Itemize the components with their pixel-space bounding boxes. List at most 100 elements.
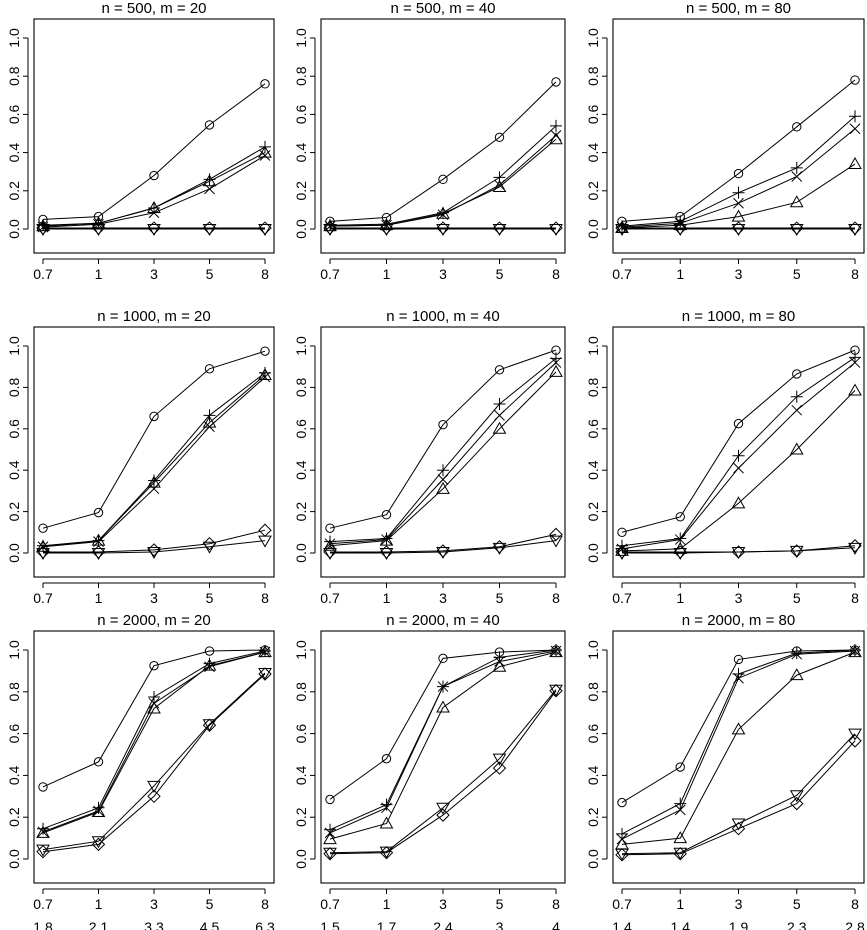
point-plus-5 bbox=[849, 110, 861, 123]
y-tick-label: 0.4 bbox=[585, 460, 601, 480]
point-diamond-5 bbox=[549, 527, 563, 542]
point-triangle-2 bbox=[673, 831, 688, 844]
point-circle-1 bbox=[325, 523, 335, 533]
series-triangle-down bbox=[615, 542, 862, 561]
x-tick-label: 8 bbox=[552, 590, 560, 606]
point-circle-4 bbox=[204, 646, 215, 656]
plot-frame bbox=[612, 18, 865, 254]
y-tick-label: 0.0 bbox=[585, 849, 601, 869]
x-tick-label: 0.7 bbox=[612, 896, 632, 912]
series-line-circle bbox=[42, 649, 266, 788]
series-diamond bbox=[323, 527, 563, 559]
y-tick-label: 0.0 bbox=[585, 219, 601, 239]
point-plus-2 bbox=[380, 798, 393, 811]
point-circle-1 bbox=[38, 523, 48, 533]
x-tick-label: 1 bbox=[383, 896, 391, 912]
point-diamond-2 bbox=[379, 545, 394, 559]
series-line-diamond bbox=[621, 740, 856, 856]
point-triangle-down-5 bbox=[549, 684, 563, 697]
point-cross-3 bbox=[733, 197, 744, 209]
series-line-triangle bbox=[621, 390, 856, 552]
series-line-cross bbox=[42, 651, 266, 833]
point-triangle-4 bbox=[202, 658, 217, 671]
point-circle-3 bbox=[733, 418, 744, 429]
y-tick-label: 0.0 bbox=[6, 219, 22, 239]
point-diamond-2 bbox=[91, 545, 106, 559]
point-triangle-down-2 bbox=[379, 548, 394, 561]
y-tick-label: 0.8 bbox=[293, 66, 309, 86]
series-triangle bbox=[323, 645, 563, 845]
panel-title: n = 1000, m = 20 bbox=[97, 308, 210, 325]
series-line-triangle-down bbox=[42, 672, 266, 851]
point-plus-4 bbox=[790, 161, 803, 174]
series-line-circle bbox=[329, 649, 557, 800]
point-diamond-3 bbox=[436, 808, 450, 822]
point-plus-5 bbox=[849, 351, 861, 364]
series-line-triangle bbox=[42, 152, 266, 227]
series-triangle-down bbox=[36, 224, 272, 237]
point-triangle-3 bbox=[147, 701, 161, 714]
point-circle-3 bbox=[438, 174, 448, 185]
point-triangle-4 bbox=[202, 415, 217, 428]
point-cross-4 bbox=[791, 404, 803, 416]
point-triangle-down-1 bbox=[323, 224, 337, 237]
point-triangle-3 bbox=[731, 496, 746, 509]
point-circle-2 bbox=[93, 757, 104, 767]
x-tick-label: 5 bbox=[206, 266, 214, 282]
series-line-triangle-down bbox=[43, 540, 266, 554]
x-secondary-label: 1.4 bbox=[671, 919, 691, 930]
panel-3: n = 500, m = 80 0.0 0.2 0.4 0.6 0.8 1.0 0.7 1 3 5 8 bbox=[585, 0, 865, 282]
plot-frame bbox=[33, 630, 275, 884]
point-cross-2 bbox=[674, 804, 686, 816]
x-secondary-label: 1.5 bbox=[320, 919, 340, 930]
point-triangle-down-4 bbox=[492, 224, 507, 237]
point-triangle-3 bbox=[731, 209, 746, 222]
panel-title: n = 2000, m = 40 bbox=[386, 612, 499, 629]
point-triangle-down-2 bbox=[673, 847, 688, 860]
panel-1: n = 500, m = 20 0.0 0.2 0.4 0.6 0.8 1.0 0.7 1 3 5 8 bbox=[6, 0, 275, 282]
series-cross bbox=[37, 150, 271, 233]
series-line-circle bbox=[42, 350, 266, 529]
point-triangle-down-5 bbox=[549, 535, 563, 548]
series-plus bbox=[324, 352, 562, 548]
point-circle-3 bbox=[438, 419, 448, 430]
point-triangle-down-3 bbox=[731, 546, 746, 559]
series-triangle-down bbox=[36, 667, 272, 857]
series-line-triangle bbox=[42, 651, 266, 834]
x-secondary-label: 2.3 bbox=[787, 919, 807, 930]
x-tick-label: 5 bbox=[793, 896, 801, 912]
point-triangle-2 bbox=[91, 804, 106, 817]
point-triangle-down-2 bbox=[673, 224, 688, 237]
point-circle-1 bbox=[617, 527, 627, 537]
y-tick-label: 0.6 bbox=[6, 724, 22, 744]
panel-8: n = 2000, m = 40 0.0 0.2 0.4 0.6 0.8 1.0 0.7 1 3 5… bbox=[293, 612, 566, 930]
y-tick-label: 0.4 bbox=[585, 765, 601, 785]
x-tick-label: 1 bbox=[676, 590, 684, 606]
series-circle bbox=[38, 645, 270, 792]
point-circle-4 bbox=[792, 122, 802, 132]
point-diamond-4 bbox=[492, 761, 507, 775]
point-triangle-down-3 bbox=[147, 224, 161, 237]
y-tick-label: 0.6 bbox=[293, 419, 309, 439]
point-circle-1 bbox=[38, 782, 48, 792]
point-cross-5 bbox=[849, 123, 861, 135]
point-circle-3 bbox=[149, 411, 159, 422]
point-cross-5 bbox=[550, 645, 562, 657]
y-tick-label: 0.4 bbox=[293, 143, 309, 163]
series-cross bbox=[324, 357, 562, 550]
point-diamond-4 bbox=[492, 540, 507, 554]
x-tick-label: 8 bbox=[261, 896, 269, 912]
y-tick-label: 0.0 bbox=[6, 543, 22, 563]
point-triangle-down-1 bbox=[323, 548, 337, 561]
y-tick-label: 0.0 bbox=[585, 543, 601, 563]
y-tick-label: 0.8 bbox=[585, 682, 601, 702]
point-plus-2 bbox=[674, 797, 687, 810]
point-triangle-down-1 bbox=[36, 224, 50, 237]
point-circle-5 bbox=[260, 79, 270, 89]
point-triangle-down-3 bbox=[436, 802, 450, 815]
y-tick-label: 0.2 bbox=[585, 807, 601, 827]
point-cross-5 bbox=[849, 645, 861, 657]
point-cross-5 bbox=[259, 371, 271, 383]
series-line-triangle bbox=[42, 374, 266, 548]
point-triangle-down-4 bbox=[202, 719, 217, 732]
